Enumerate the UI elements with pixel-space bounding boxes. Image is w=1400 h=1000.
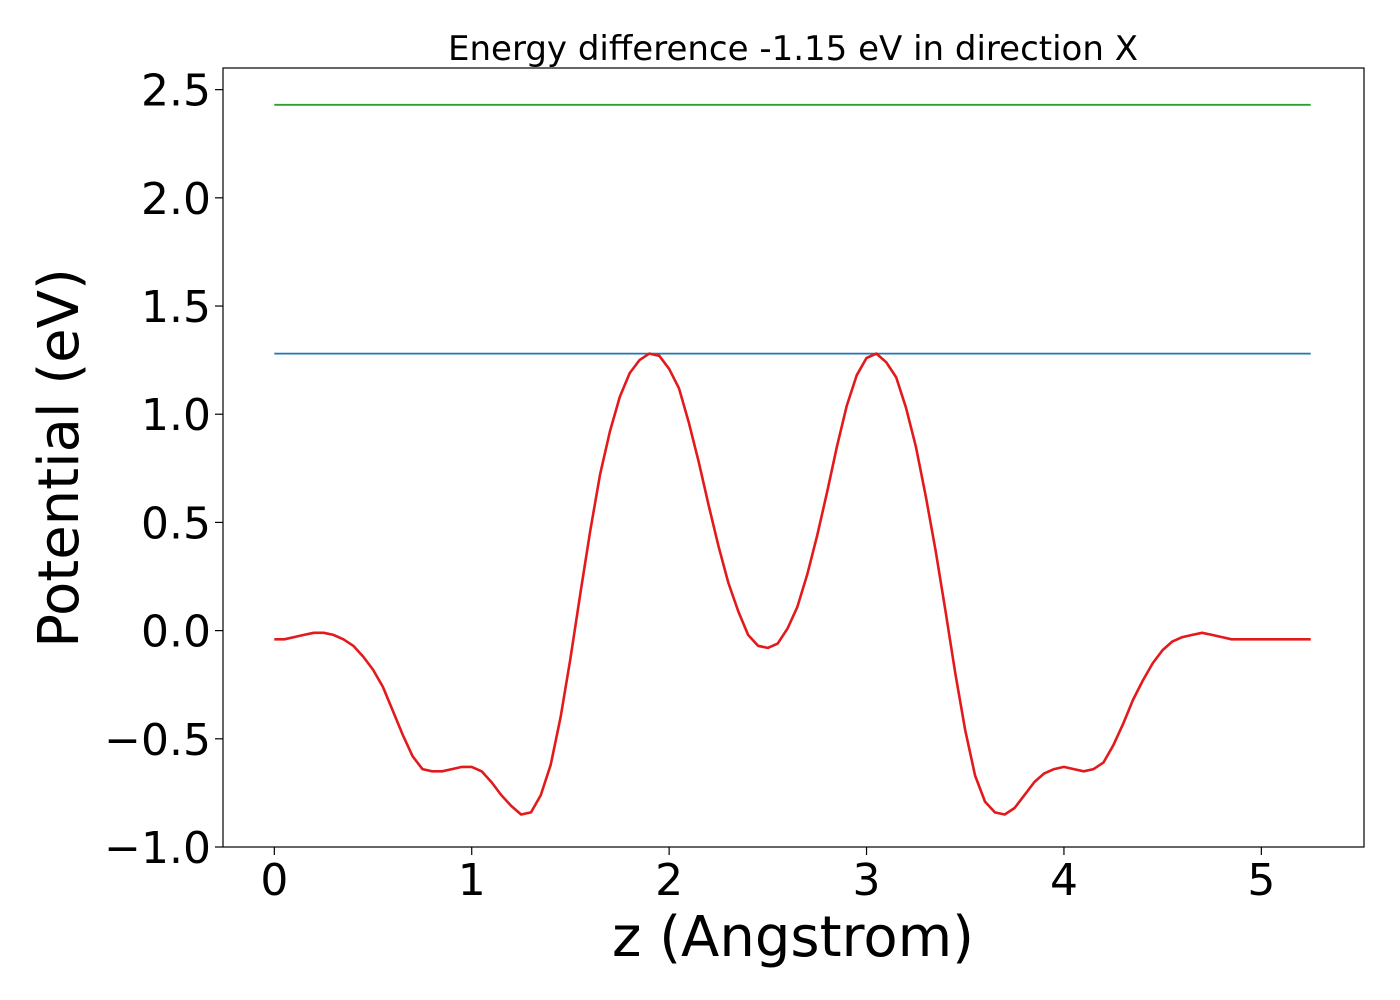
x-tick-label: 1 [458,855,486,906]
y-tick-label: 0.5 [141,498,211,549]
x-tick-label: 5 [1247,855,1275,906]
chart-title: Energy difference -1.15 eV in direction … [448,29,1138,69]
y-tick-label: −1.0 [104,823,211,874]
y-tick-label: −0.5 [104,715,211,766]
y-tick-label: 1.5 [141,282,211,333]
y-tick-label: 2.0 [141,174,211,225]
y-tick-label: 2.5 [141,66,211,117]
y-axis-label: Potential (eV) [27,268,92,648]
x-axis: 0 1 2 3 4 5 [260,847,1275,906]
y-axis: −1.0 −0.5 0.0 0.5 1.0 1.5 2.0 2.5 [104,66,223,874]
x-tick-label: 2 [655,855,683,906]
x-axis-label: z (Angstrom) [612,905,974,970]
x-tick-label: 4 [1050,855,1078,906]
y-tick-label: 0.0 [141,607,211,658]
plot-frame [222,67,1365,848]
x-tick-label: 3 [853,855,881,906]
series-layer [274,103,1311,816]
series-line-2 [274,352,1311,816]
x-tick-label: 0 [260,855,288,906]
y-tick-label: 1.0 [141,390,211,441]
